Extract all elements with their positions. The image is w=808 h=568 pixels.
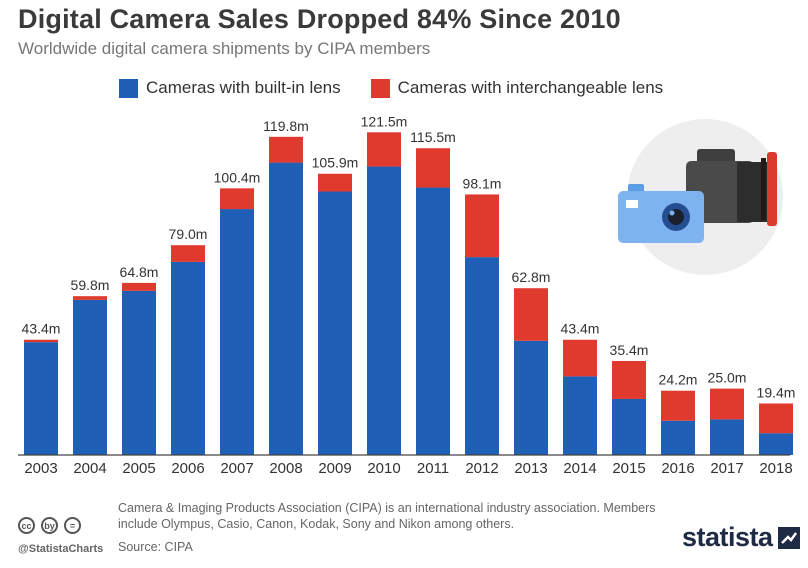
total-label-2018: 19.4m	[757, 384, 796, 400]
bar-interchangeable-2015	[612, 360, 646, 399]
bar-built-in-2008	[269, 162, 303, 455]
bar-interchangeable-2017	[710, 388, 744, 420]
x-tick-2014: 2014	[563, 460, 596, 477]
total-label-2017: 25.0m	[708, 370, 747, 386]
total-label-2011: 115.5m	[410, 129, 456, 145]
license-icons: cc by =	[18, 517, 87, 534]
bar-interchangeable-2007	[220, 188, 254, 210]
x-tick-2011: 2011	[417, 460, 449, 477]
bar-built-in-2012	[465, 257, 499, 455]
legend-swatch-interchangeable	[370, 78, 390, 98]
compact-viewfinder-icon	[626, 200, 638, 208]
bar-built-in-2003	[24, 342, 58, 455]
legend-item-built-in: Cameras with built-in lens	[119, 78, 341, 98]
x-tick-2016: 2016	[661, 460, 694, 477]
bar-built-in-2015	[612, 398, 646, 455]
total-label-2016: 24.2m	[659, 372, 698, 388]
lens-ring-icon	[767, 152, 777, 226]
total-label-2009: 105.9m	[312, 155, 359, 171]
bar-interchangeable-2004	[73, 296, 107, 300]
legend-swatch-built-in	[119, 78, 138, 98]
cc-icon[interactable]: cc	[18, 517, 35, 534]
compact-flash-icon	[628, 184, 644, 193]
statista-mark-icon	[777, 526, 800, 549]
x-tick-2017: 2017	[710, 460, 743, 477]
bar-interchangeable-2003	[24, 339, 58, 343]
x-tick-2007: 2007	[220, 460, 253, 477]
bar-interchangeable-2013	[514, 288, 548, 341]
bar-interchangeable-2016	[661, 390, 695, 421]
lens-glint-icon	[669, 210, 675, 216]
bar-built-in-2007	[220, 209, 254, 455]
bar-interchangeable-2006	[171, 245, 205, 262]
x-tick-2013: 2013	[514, 460, 547, 477]
total-label-2008: 119.8m	[263, 118, 309, 134]
bar-interchangeable-2011	[416, 148, 450, 188]
legend: Cameras with built-in lens Cameras with …	[119, 78, 693, 98]
camera-illustration	[618, 119, 783, 275]
bar-built-in-2005	[122, 290, 156, 455]
legend-item-interchangeable: Cameras with interchangeable lens	[370, 78, 664, 98]
attribution-icon[interactable]: by	[41, 517, 58, 534]
bar-interchangeable-2009	[318, 173, 352, 192]
bars-group: 43.4m 2003 59.8m 2004 64.8m 2005 79.0m 2006 100.…	[22, 113, 796, 477]
bar-built-in-2009	[318, 191, 352, 456]
x-tick-2004: 2004	[73, 460, 106, 477]
x-tick-2005: 2005	[122, 460, 155, 477]
total-label-2006: 79.0m	[169, 226, 208, 242]
x-tick-2009: 2009	[318, 460, 351, 477]
x-tick-2008: 2008	[269, 460, 302, 477]
lens-grip-icon	[761, 158, 766, 220]
chart-subtitle: Worldwide digital camera shipments by CI…	[18, 39, 431, 58]
total-label-2010: 121.5m	[361, 113, 408, 129]
bar-interchangeable-2008	[269, 136, 303, 163]
x-tick-2018: 2018	[759, 460, 792, 477]
total-label-2012: 98.1m	[463, 175, 502, 191]
total-label-2005: 64.8m	[120, 264, 159, 280]
x-tick-2006: 2006	[171, 460, 204, 477]
bar-built-in-2018	[759, 433, 793, 455]
legend-label-built-in: Cameras with built-in lens	[146, 78, 341, 97]
footer-note: Camera & Imaging Products Association (C…	[118, 501, 656, 531]
total-label-2007: 100.4m	[214, 169, 261, 185]
bar-interchangeable-2005	[122, 282, 156, 291]
x-tick-2012: 2012	[465, 460, 498, 477]
bar-built-in-2016	[661, 420, 695, 455]
brand-name: statista	[682, 522, 773, 552]
bar-interchangeable-2010	[367, 132, 401, 167]
bar-interchangeable-2012	[465, 194, 499, 258]
source-text: Source: CIPA	[118, 540, 193, 554]
bar-built-in-2004	[73, 299, 107, 455]
bar-interchangeable-2018	[759, 403, 793, 434]
x-tick-2003: 2003	[24, 460, 57, 477]
total-label-2015: 35.4m	[610, 342, 649, 358]
twitter-handle[interactable]: @StatistaCharts	[18, 543, 104, 555]
chart-title: Digital Camera Sales Dropped 84% Since 2…	[18, 4, 621, 34]
total-label-2014: 43.4m	[561, 321, 600, 337]
bar-built-in-2006	[171, 261, 205, 455]
legend-label-interchangeable: Cameras with interchangeable lens	[397, 78, 664, 97]
x-tick-2015: 2015	[612, 460, 645, 477]
bar-built-in-2017	[710, 419, 744, 455]
bar-built-in-2010	[367, 166, 401, 455]
statista-logo[interactable]: statista	[682, 522, 800, 553]
total-label-2003: 43.4m	[22, 321, 61, 337]
total-label-2013: 62.8m	[512, 269, 551, 285]
bar-built-in-2014	[563, 376, 597, 455]
total-label-2004: 59.8m	[71, 277, 110, 293]
bar-built-in-2013	[514, 340, 548, 455]
bar-interchangeable-2014	[563, 339, 597, 377]
bar-built-in-2011	[416, 187, 450, 455]
no-derivatives-icon[interactable]: =	[64, 517, 81, 534]
compact-camera-icon	[618, 191, 704, 243]
x-tick-2010: 2010	[367, 460, 400, 477]
